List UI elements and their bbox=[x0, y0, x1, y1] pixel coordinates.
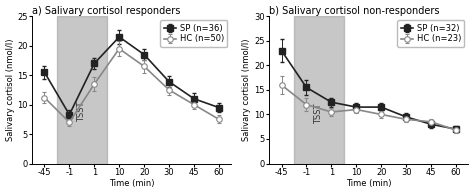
X-axis label: Time (min): Time (min) bbox=[109, 179, 155, 188]
Y-axis label: Salivary cortisol (nmol/l): Salivary cortisol (nmol/l) bbox=[6, 39, 15, 141]
X-axis label: Time (min): Time (min) bbox=[346, 179, 392, 188]
Text: TSST: TSST bbox=[77, 102, 86, 122]
Legend: SP (n=32), HC (n=23): SP (n=32), HC (n=23) bbox=[397, 21, 464, 47]
Bar bbox=[294, 16, 344, 164]
Text: a) Salivary cortisol responders: a) Salivary cortisol responders bbox=[32, 6, 181, 16]
Text: b) Salivary cortisol non-responders: b) Salivary cortisol non-responders bbox=[269, 6, 439, 16]
Y-axis label: Salivary cortisol (nmol/l): Salivary cortisol (nmol/l) bbox=[243, 39, 252, 141]
Text: TSST: TSST bbox=[314, 104, 323, 124]
Bar bbox=[57, 16, 107, 164]
Legend: SP (n=36), HC (n=50): SP (n=36), HC (n=50) bbox=[161, 21, 227, 47]
